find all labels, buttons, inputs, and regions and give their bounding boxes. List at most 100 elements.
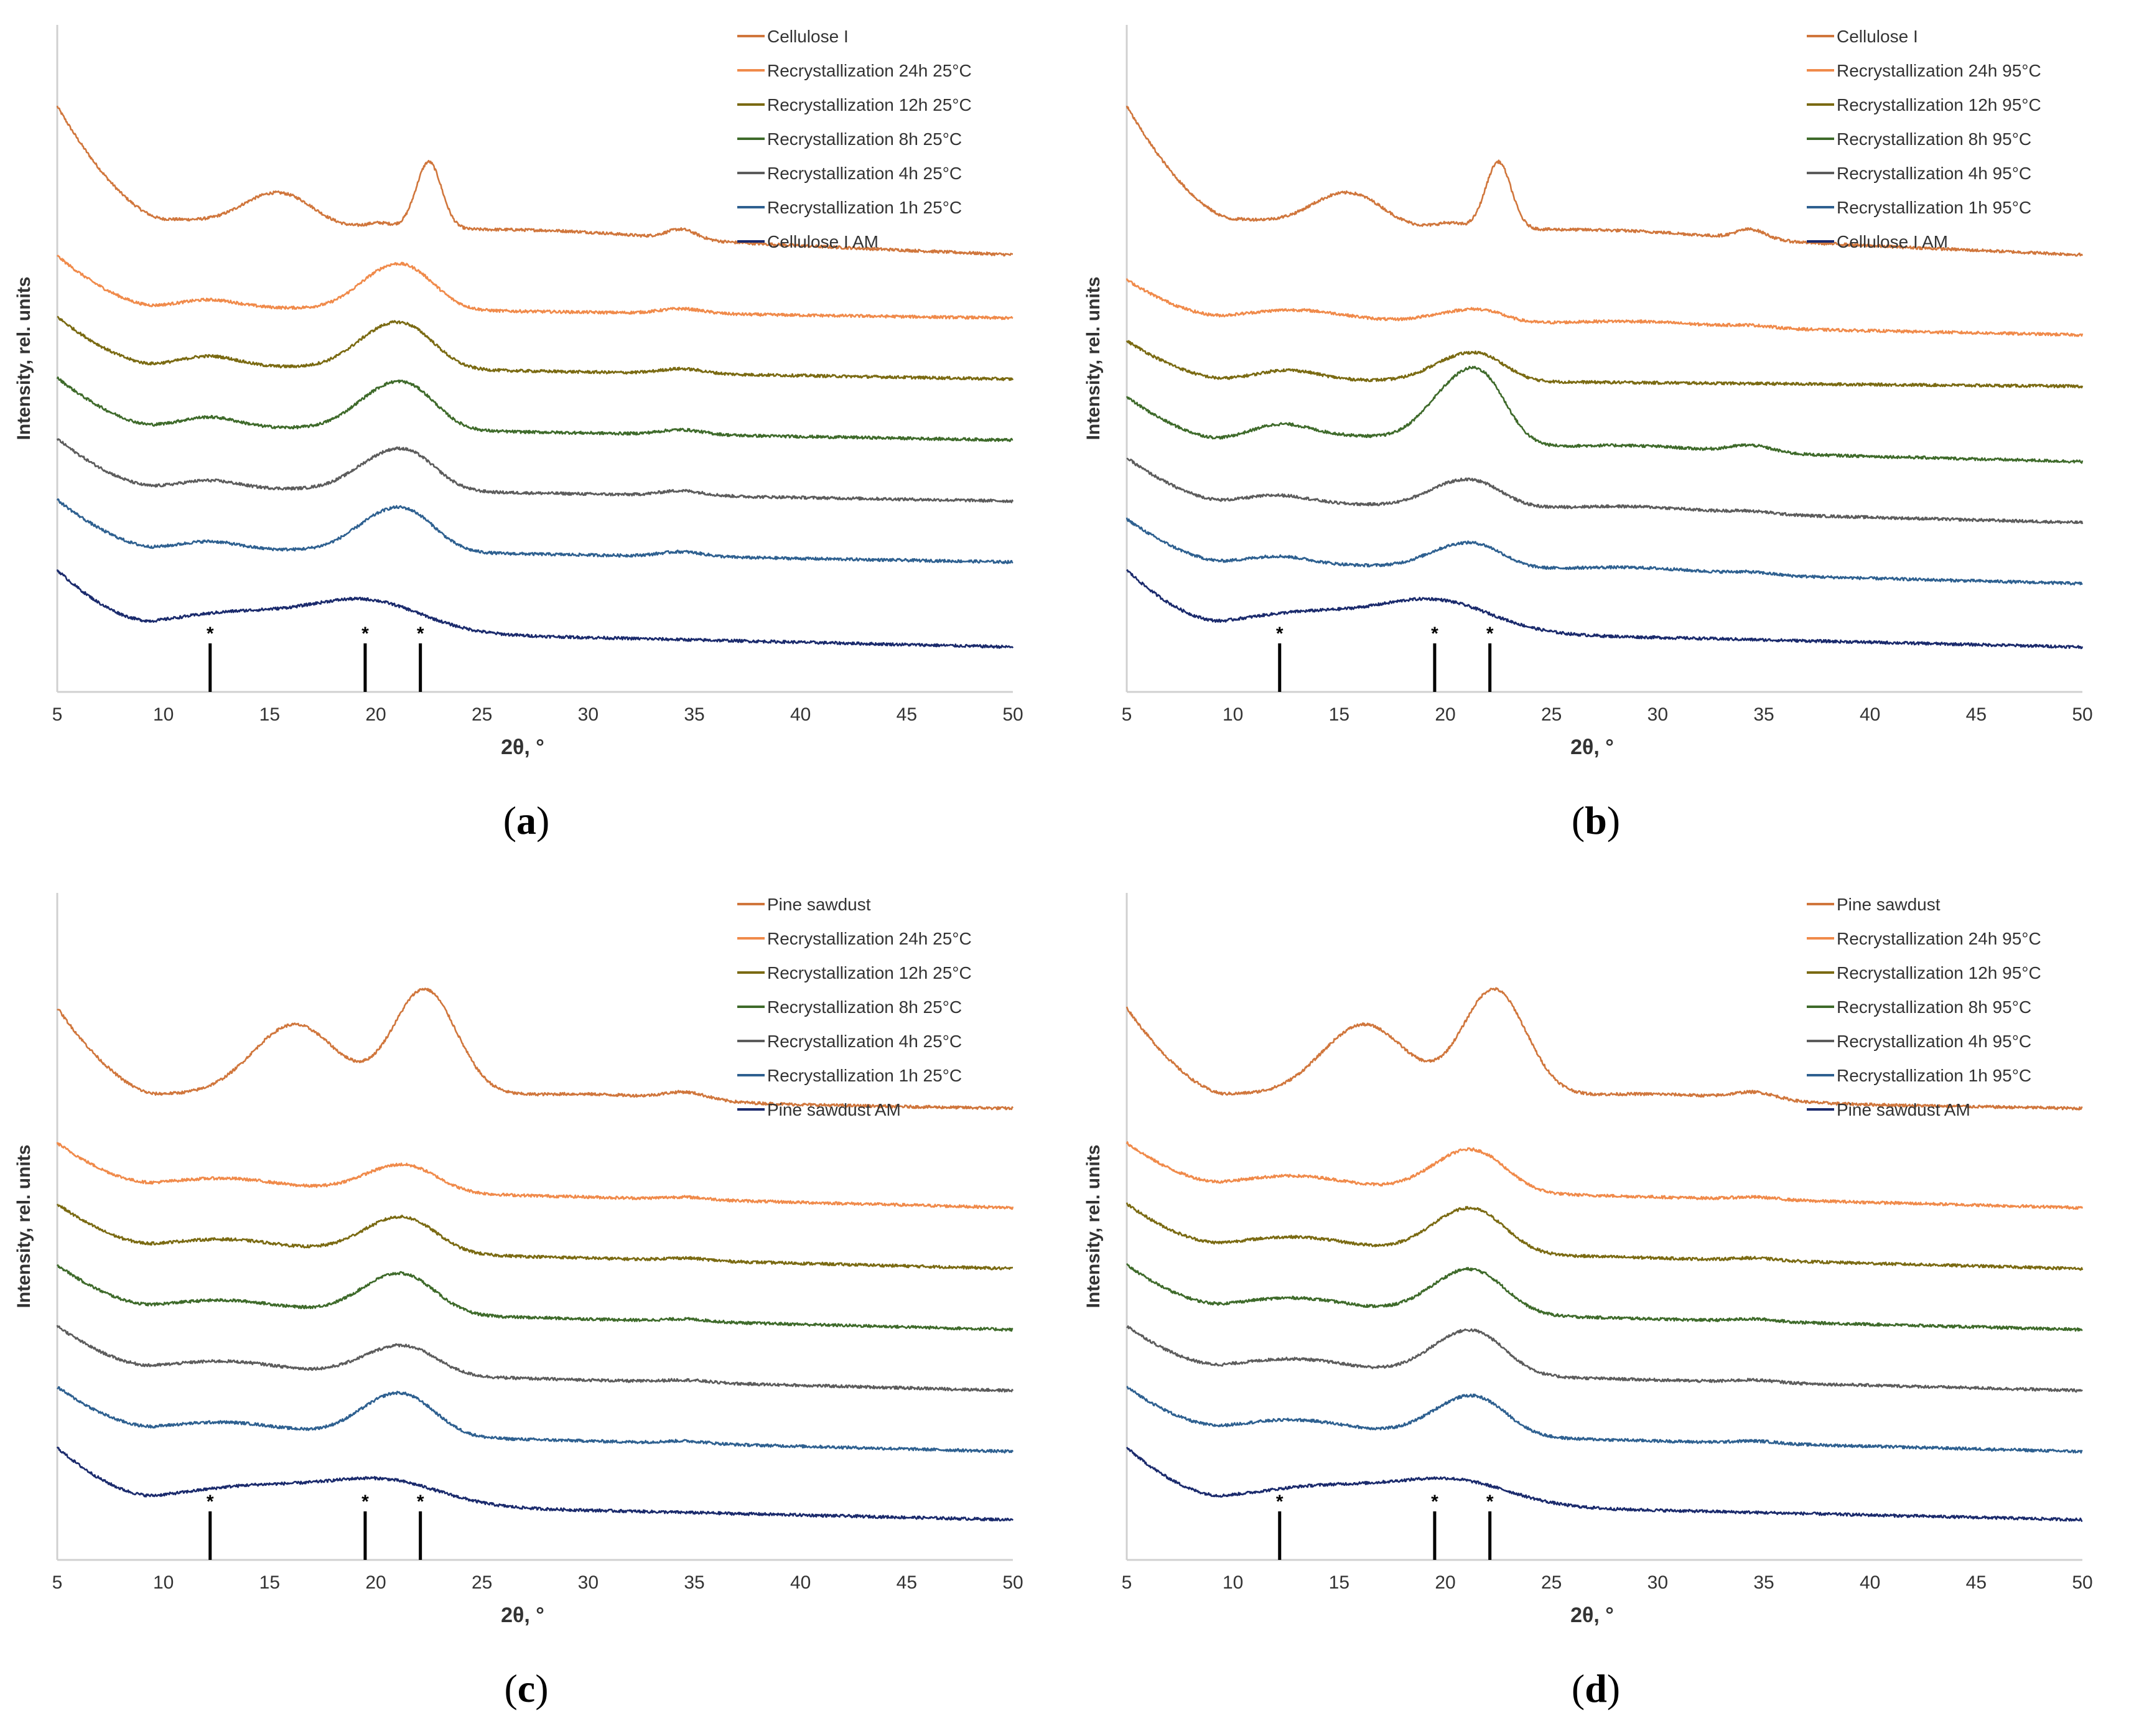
x-tick-label: 35	[684, 1572, 704, 1593]
series-line	[1126, 1263, 2083, 1332]
peak-marker-star: *	[1276, 623, 1284, 644]
series-line	[1125, 365, 2084, 464]
x-tick-label: 5	[52, 704, 63, 725]
x-tick-label: 40	[790, 704, 811, 725]
x-tick-label: 25	[472, 704, 492, 725]
series-line	[56, 498, 1014, 564]
peak-marker-star: *	[1276, 1491, 1284, 1512]
series-line	[57, 315, 1014, 381]
x-tick-label: 25	[472, 1572, 492, 1593]
x-tick-label: 10	[153, 704, 174, 725]
chart-panel-c: 5 10 15 20 25 30 35 40 45 50 2θ, ° Intensity, rel. …	[0, 868, 1070, 1736]
axes: 5 10 15 20 25 30 35 40 45 50	[1122, 893, 2093, 1593]
legend-label: Pine sawdust	[1837, 895, 1941, 914]
x-axis-label: 2θ, °	[501, 735, 544, 759]
series-line	[56, 569, 1014, 649]
series-line	[1125, 987, 2083, 1111]
panel-label: (d)	[1572, 1666, 1620, 1710]
series-line	[1126, 1325, 2083, 1393]
x-tick-label: 20	[365, 1572, 386, 1593]
axes: 5 10 15 20 25 30 35 40 45 50	[52, 893, 1023, 1593]
peak-marker-star: *	[207, 623, 214, 644]
peak-marker-star: *	[361, 623, 369, 644]
chart-svg: 5 10 15 20 25 30 35 40 45 50 2θ, ° Intensity, rel. …	[1083, 893, 2093, 1710]
x-tick-label: 35	[1753, 1572, 1774, 1593]
x-tick-label: 10	[1223, 704, 1243, 725]
chart-svg: 5 10 15 20 25 30 35 40 45 50 2θ, ° Intensity, rel. …	[14, 893, 1023, 1710]
x-tick-label: 20	[365, 704, 386, 725]
series-line	[56, 105, 1014, 257]
x-tick-label: 45	[1966, 1572, 1987, 1593]
legend-label: Pine sawdust AM	[767, 1100, 901, 1119]
series-line	[1125, 105, 2084, 257]
chart-panel-d: 5 10 15 20 25 30 35 40 45 50 2θ, ° Intensity, rel. …	[1070, 868, 2139, 1736]
legend: Cellulose I Recrystallization 24h 25°C Rec…	[737, 27, 972, 251]
x-axis-label: 2θ, °	[501, 1603, 544, 1627]
chart-panel-a: 5 10 15 20 25 30 35 40 45 50 2θ, ° Intensity, rel. …	[0, 0, 1070, 868]
x-tick-label: 5	[1122, 704, 1132, 725]
x-tick-label: 15	[259, 704, 280, 725]
legend-label: Recrystallization 1h 95°C	[1837, 1066, 2031, 1085]
legend-label: Recrystallization 8h 95°C	[1837, 997, 2031, 1017]
series-line	[1126, 457, 2084, 525]
peak-markers: * * *	[207, 623, 424, 692]
peak-marker-star: *	[207, 1491, 214, 1512]
panel-label: (a)	[503, 798, 550, 842]
x-tick-label: 40	[1860, 704, 1880, 725]
legend-label: Recrystallization 12h 25°C	[767, 963, 972, 982]
series-line	[56, 438, 1014, 503]
legend-label: Recrystallization 1h 25°C	[767, 1066, 962, 1085]
legend-label: Recrystallization 12h 95°C	[1837, 963, 2041, 982]
legend-label: Recrystallization 24h 25°C	[767, 929, 972, 948]
series-group	[56, 987, 1014, 1522]
x-tick-label: 30	[578, 704, 599, 725]
x-tick-label: 50	[1002, 704, 1023, 725]
legend-label: Recrystallization 24h 95°C	[1837, 929, 2041, 948]
chart-svg: 5 10 15 20 25 30 35 40 45 50 2θ, ° Intensity, rel. …	[1083, 25, 2093, 842]
legend-label: Pine sawdust AM	[1837, 1100, 1970, 1119]
peak-marker-star: *	[1431, 1491, 1438, 1512]
series-line	[1125, 340, 2084, 389]
y-axis-label: Intensity, rel. units	[14, 1145, 34, 1309]
x-tick-label: 50	[2072, 1572, 2092, 1593]
legend-label: Recrystallization 8h 25°C	[767, 129, 962, 149]
x-tick-label: 40	[790, 1572, 811, 1593]
peak-marker-star: *	[417, 1491, 424, 1512]
series-line	[57, 1386, 1014, 1454]
x-tick-label: 20	[1435, 1572, 1455, 1593]
series-line	[1125, 1202, 2084, 1271]
series-line	[56, 1325, 1014, 1393]
x-tick-label: 10	[153, 1572, 174, 1593]
x-tick-label: 10	[1223, 1572, 1243, 1593]
y-axis-label: Intensity, rel. units	[14, 277, 34, 441]
x-tick-label: 15	[259, 1572, 280, 1593]
series-line	[57, 987, 1014, 1111]
legend-label: Recrystallization 8h 25°C	[767, 997, 962, 1017]
legend-label: Cellulose I	[1837, 27, 1918, 46]
legend-label: Recrystallization 4h 95°C	[1837, 1032, 2031, 1051]
y-axis-label: Intensity, rel. units	[1083, 1145, 1104, 1309]
legend-label: Cellulose I	[767, 27, 849, 46]
x-tick-label: 50	[2072, 704, 2092, 725]
x-tick-label: 30	[578, 1572, 599, 1593]
legend-label: Recrystallization 12h 95°C	[1837, 95, 2041, 114]
legend-label: Recrystallization 12h 25°C	[767, 95, 972, 114]
peak-marker-star: *	[1486, 623, 1494, 644]
legend-label: Recrystallization 4h 95°C	[1837, 164, 2031, 183]
x-tick-label: 5	[52, 1572, 63, 1593]
x-tick-label: 30	[1647, 704, 1668, 725]
series-group	[1125, 987, 2084, 1523]
x-tick-label: 45	[1966, 704, 1987, 725]
series-line	[56, 1142, 1014, 1210]
x-tick-label: 15	[1329, 1572, 1349, 1593]
legend-label: Recrystallization 4h 25°C	[767, 164, 962, 183]
legend: Pine sawdust Recrystallization 24h 25°C Re…	[737, 895, 972, 1119]
series-line	[1125, 569, 2084, 650]
x-tick-label: 45	[897, 1572, 917, 1593]
chart-panel-b: 5 10 15 20 25 30 35 40 45 50 2θ, ° Intensity, rel. …	[1070, 0, 2139, 868]
panel-label: (b)	[1572, 798, 1620, 842]
series-line	[56, 1446, 1014, 1522]
x-axis-label: 2θ, °	[1570, 1603, 1614, 1627]
axes: 5 10 15 20 25 30 35 40 45 50	[52, 25, 1023, 725]
peak-markers: * * *	[1276, 1491, 1494, 1560]
